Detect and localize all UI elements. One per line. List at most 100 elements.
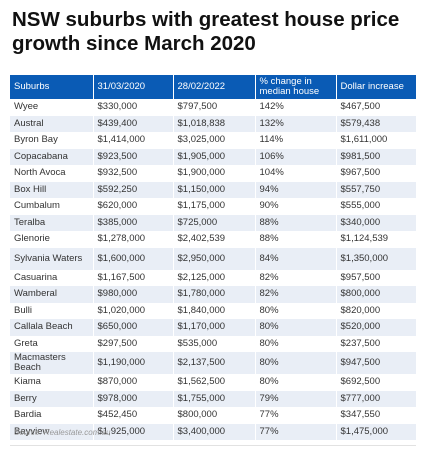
price-2020-cell: $620,000 [93,198,174,215]
price-2022-cell: $1,780,000 [173,286,256,303]
percent-change-cell: 84% [255,247,337,270]
dollar-increase-cell: $520,000 [336,319,416,336]
price-2022-cell: $1,840,000 [173,302,256,319]
suburb-cell: Sylvania Waters [10,247,94,270]
price-2020-cell: $330,000 [93,99,174,116]
dollar-increase-cell: $692,500 [336,374,416,391]
dollar-increase-cell: $347,550 [336,407,416,424]
dollar-increase-cell: $237,500 [336,335,416,352]
dollar-increase-cell: $800,000 [336,286,416,303]
bottom-divider [10,445,416,446]
percent-change-cell: 79% [255,390,337,407]
price-2022-cell: $2,125,000 [173,269,256,286]
percent-change-cell: 80% [255,374,337,391]
percent-change-cell: 114% [255,132,337,149]
price-2020-cell: $452,450 [93,407,174,424]
price-2022-cell: $1,562,500 [173,374,256,391]
price-2022-cell: $535,000 [173,335,256,352]
dollar-increase-cell: $579,438 [336,115,416,132]
table-row: Sylvania Waters $1,600,000 $2,950,000 84% $1… [10,247,416,270]
table-row: Bulli $1,020,000 $1,840,000 80% $820,000 [10,302,416,319]
percent-change-cell: 80% [255,319,337,336]
suburb-cell: Box Hill [10,181,94,198]
dollar-increase-cell: $557,750 [336,181,416,198]
percent-change-cell: 142% [255,99,337,116]
dollar-increase-cell: $1,124,539 [336,231,416,248]
percent-change-cell: 94% [255,181,337,198]
price-2020-cell: $1,925,000 [93,423,174,440]
dollar-increase-cell: $555,000 [336,198,416,215]
price-growth-table: Suburbs 31/03/2020 28/02/2022% change in m… [10,75,416,440]
price-2022-cell: $1,900,000 [173,165,256,182]
price-2022-cell: $3,025,000 [173,132,256,149]
price-2022-cell: $2,950,000 [173,247,256,270]
percent-change-cell: 82% [255,286,337,303]
price-2020-cell: $650,000 [93,319,174,336]
dollar-increase-cell: $777,000 [336,390,416,407]
price-2022-cell: $1,175,000 [173,198,256,215]
price-2020-cell: $1,278,000 [93,231,174,248]
table-row: Wyee $330,000 $797,500 142% $467,500 [10,99,416,116]
price-2020-cell: $439,400 [93,115,174,132]
dollar-increase-cell: $1,475,000 [336,423,416,440]
suburb-cell: Macmasters Beach [10,352,94,374]
table-row: Cumbalum $620,000 $1,175,000 90% $555,000 [10,198,416,215]
suburb-cell: Wamberal [10,286,94,303]
source-note: Source: Realestate.com.au [14,428,111,437]
dollar-increase-cell: $340,000 [336,214,416,231]
percent-change-cell: 82% [255,269,337,286]
suburb-cell: Casuarina [10,269,94,286]
price-2022-cell: $1,755,000 [173,390,256,407]
dollar-increase-cell: $467,500 [336,99,416,116]
feb-2022-column-header: 28/02/2022 [173,75,256,99]
price-2022-cell: $1,170,000 [173,319,256,336]
price-2020-cell: $297,500 [93,335,174,352]
percent-change-cell: 77% [255,423,337,440]
table-row: Bardia $452,450 $800,000 77% $347,550 [10,407,416,424]
percent-change-cell: 88% [255,231,337,248]
suburb-cell: Berry [10,390,94,407]
table-row: Copacabana $923,500 $1,905,000 106% $981,500 [10,148,416,165]
price-2020-cell: $1,190,000 [93,352,174,374]
table-row: Glenorie $1,278,000 $2,402,539 88% $1,124,53… [10,231,416,248]
price-2022-cell: $1,150,000 [173,181,256,198]
percent-change-cell: 106% [255,148,337,165]
suburb-cell: Glenorie [10,231,94,248]
suburb-cell: Byron Bay [10,132,94,149]
percent-change-cell: 90% [255,198,337,215]
dollar-increase-cell: $957,500 [336,269,416,286]
price-2020-cell: $1,600,000 [93,247,174,270]
price-2022-cell: $797,500 [173,99,256,116]
suburb-cell: Kiama [10,374,94,391]
dollar-increase-cell: $820,000 [336,302,416,319]
percent-change-cell: 80% [255,302,337,319]
price-2020-cell: $1,414,000 [93,132,174,149]
price-2022-cell: $2,402,539 [173,231,256,248]
dollar-increase-cell: $1,350,000 [336,247,416,270]
suburb-cell: Wyee [10,99,94,116]
dollar-increase-cell: $1,611,000 [336,132,416,149]
suburb-cell: North Avoca [10,165,94,182]
table-row: Austral $439,400 $1,018,838 132% $579,438 [10,115,416,132]
table-row: Macmasters Beach $1,190,000 $2,137,500 80% $… [10,352,416,374]
suburb-cell: Bardia [10,407,94,424]
suburb-cell: Bayview [10,423,94,440]
table-row: Wamberal $980,000 $1,780,000 82% $800,000 [10,286,416,303]
price-2020-cell: $978,000 [93,390,174,407]
suburb-cell: Callala Beach [10,319,94,336]
table-row: Callala Beach $650,000 $1,170,000 80% $520,0… [10,319,416,336]
price-2020-cell: $923,500 [93,148,174,165]
table-row: Byron Bay $1,414,000 $3,025,000 114% $1,611,… [10,132,416,149]
price-2020-cell: $932,500 [93,165,174,182]
price-2022-cell: $2,137,500 [173,352,256,374]
suburb-cell: Teralba [10,214,94,231]
price-2022-cell: $3,400,000 [173,423,256,440]
suburb-cell: Austral [10,115,94,132]
percent-change-cell: 132% [255,115,337,132]
price-2022-cell: $1,018,838 [173,115,256,132]
table-row: Teralba $385,000 $725,000 88% $340,000 [10,214,416,231]
dollar-increase-column-header: Dollar increase [336,75,416,99]
price-2022-cell: $1,905,000 [173,148,256,165]
price-2020-cell: $1,020,000 [93,302,174,319]
